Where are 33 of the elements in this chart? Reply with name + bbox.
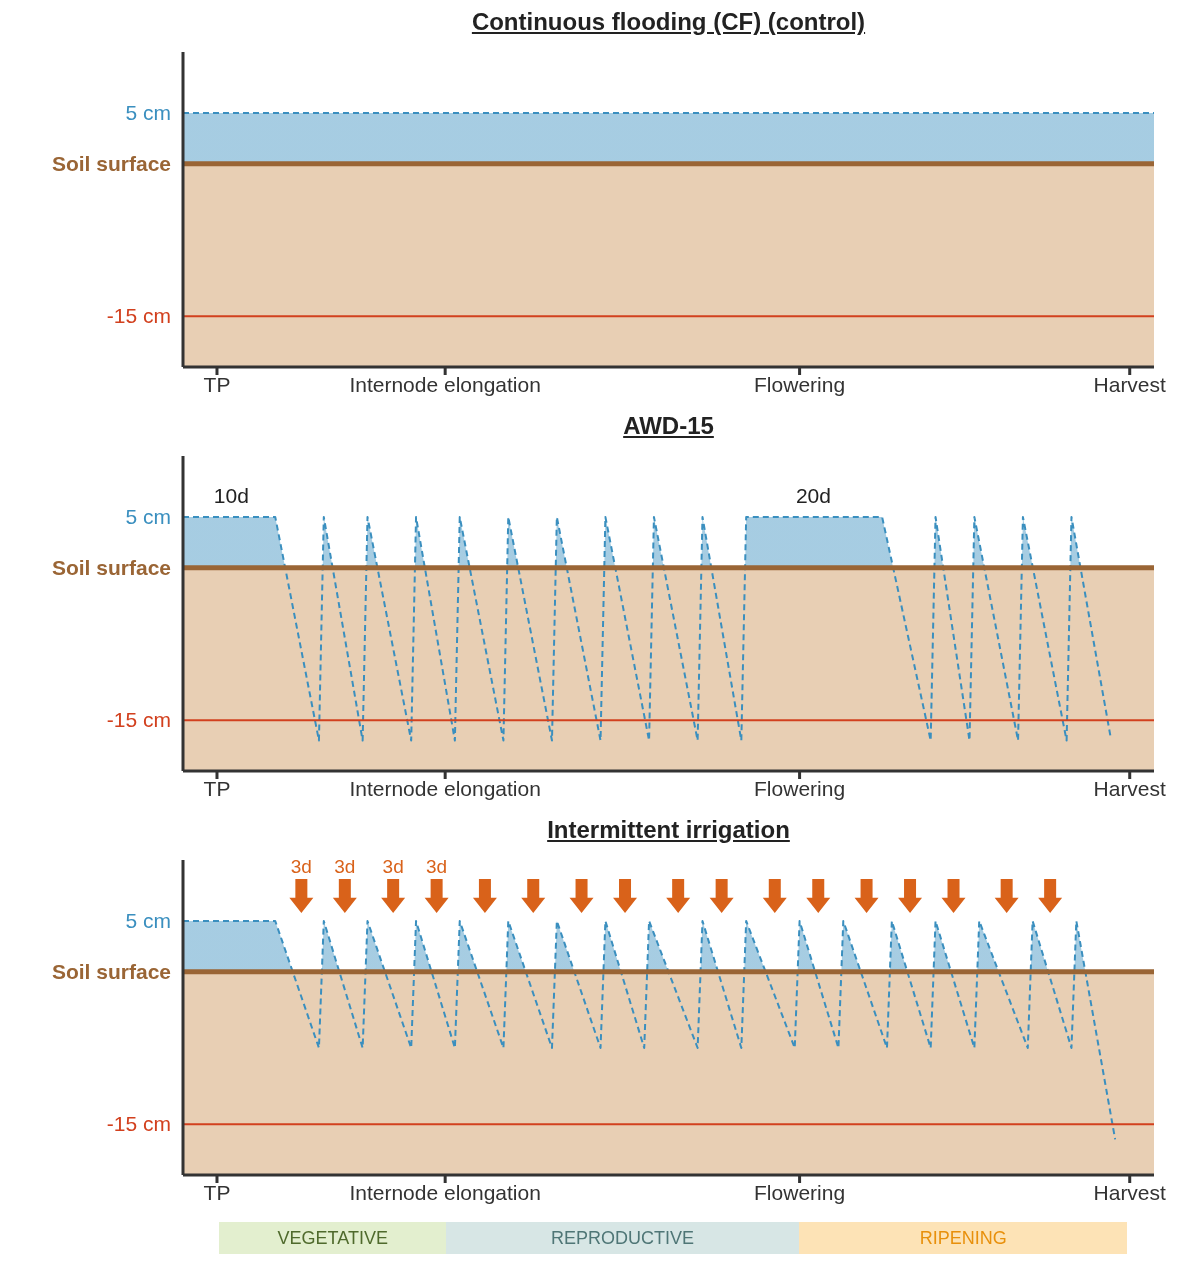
y-tick-label: Soil surface	[51, 555, 171, 579]
y-tick-label: -15 cm	[106, 708, 171, 732]
y-tick-label: 5 cm	[125, 504, 171, 528]
chart-title: Continuous flooding (CF) (control)	[470, 8, 867, 37]
chart-title: Intermittent irrigation	[546, 816, 791, 845]
x-tick-label: Flowering	[754, 776, 846, 800]
annotation: 3d	[334, 855, 356, 877]
text: VEGETATIVE	[219, 1222, 447, 1254]
x-tick-label: Internode elongation	[349, 776, 541, 800]
x-tick-label: Harvest	[1093, 1180, 1167, 1204]
x-tick-label: Harvest	[1093, 372, 1167, 396]
annotation: 3d	[290, 855, 312, 877]
annotation: 20d	[795, 483, 831, 507]
y-tick-label: 5 cm	[125, 908, 171, 932]
y-tick-label: 5 cm	[125, 100, 171, 124]
x-tick-label: TP	[203, 776, 231, 800]
x-tick-label: TP	[203, 1180, 231, 1204]
x-tick-label: Internode elongation	[349, 372, 541, 396]
x-tick-label: Internode elongation	[349, 1180, 541, 1204]
y-tick-label: Soil surface	[51, 151, 171, 175]
annotation: 3d	[426, 855, 448, 877]
x-tick-label: Flowering	[754, 372, 846, 396]
annotation: 3d	[382, 855, 404, 877]
text: REPRODUCTIVE	[446, 1222, 799, 1254]
x-tick-label: Harvest	[1093, 776, 1167, 800]
y-tick-label: -15 cm	[106, 1112, 171, 1136]
y-tick-label: Soil surface	[51, 959, 171, 983]
chart-title: AWD-15	[622, 412, 715, 441]
x-tick-label: Flowering	[754, 1180, 846, 1204]
x-tick-label: TP	[203, 372, 231, 396]
text: RIPENING	[798, 1222, 1128, 1254]
annotation: 10d	[213, 483, 249, 507]
y-tick-label: -15 cm	[106, 304, 171, 328]
